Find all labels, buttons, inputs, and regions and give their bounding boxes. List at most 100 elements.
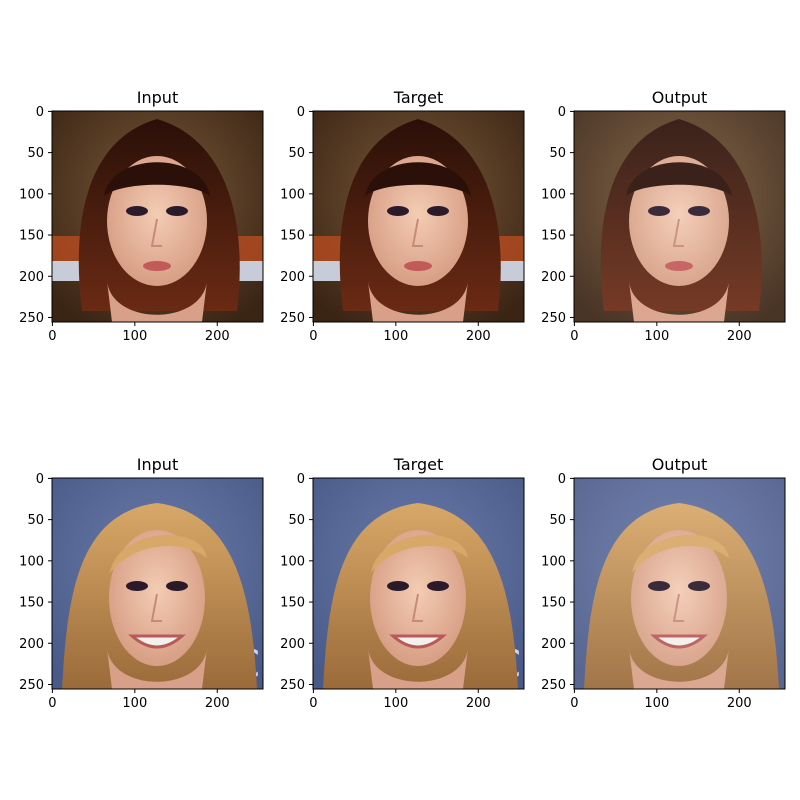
x-tick-label: 200: [466, 696, 491, 711]
y-tick-label: 50: [549, 146, 566, 161]
y-tick-label: 0: [297, 472, 305, 487]
panel-input-row2: InputC0501001502002500100200: [19, 455, 264, 711]
left-eye: [648, 581, 670, 591]
y-tick-label: 250: [541, 678, 566, 693]
x-tick-label: 0: [48, 696, 56, 711]
y-tick-label: 50: [288, 146, 305, 161]
x-tick-label: 200: [466, 329, 491, 344]
y-tick-label: 150: [541, 229, 566, 244]
portrait-image: [313, 111, 524, 322]
smile: [650, 634, 708, 649]
mouth: [665, 261, 693, 271]
x-tick-label: 100: [383, 329, 408, 344]
y-tick-label: 0: [558, 472, 566, 487]
x-tick-label: 200: [727, 329, 752, 344]
portrait-image: [574, 111, 785, 322]
x-tick-label: 100: [122, 329, 147, 344]
x-tick-label: 200: [205, 329, 230, 344]
left-eye: [387, 206, 409, 216]
portrait-image: [574, 478, 785, 689]
x-tick-label: 0: [570, 696, 578, 711]
left-eye: [126, 206, 148, 216]
panel-input-row1: Input 0 50 100 150 200 250 0 100 200: [19, 88, 264, 344]
axes-frame: [312, 477, 525, 690]
nose: [411, 218, 423, 247]
neck-shoulders: [629, 281, 729, 322]
bangs: [110, 535, 207, 573]
panel-target-row2: TargetC0501001502002500100200: [280, 455, 525, 711]
y-tick-label: 250: [19, 311, 44, 326]
x-tick-label: 100: [122, 696, 147, 711]
axes-frame: [573, 477, 786, 690]
y-tick-label: 200: [280, 637, 305, 652]
y-tick-label: 100: [280, 187, 305, 202]
y-tick-label: 150: [280, 229, 305, 244]
left-eye: [126, 581, 148, 591]
panel-output-row1: Output 0 50 100 150 200 250 0 100 200: [541, 88, 786, 344]
y-tick-label: 50: [549, 513, 566, 528]
y-tick-label: 50: [288, 513, 305, 528]
y-tick-label: 250: [280, 678, 305, 693]
left-eye: [387, 581, 409, 591]
axes-frame: [573, 110, 786, 323]
bangs: [371, 535, 468, 573]
nose: [150, 218, 162, 247]
y-tick-label: 100: [19, 554, 44, 569]
x-tick-label: 200: [727, 696, 752, 711]
nose: [411, 593, 423, 622]
panel-target-row1: Target 0 50 100 150 200 250 0 100 200: [280, 88, 525, 344]
neck-shoulders: [107, 281, 207, 322]
neck-shoulders: [368, 281, 468, 322]
panel-output-row2: Output 0 50 100 150 200 250 0 100 200: [541, 455, 786, 711]
portrait-image: C: [313, 478, 524, 689]
right-eye: [166, 581, 188, 591]
x-tick-label: 100: [644, 329, 669, 344]
right-eye: [688, 581, 710, 591]
nose: [672, 593, 684, 622]
y-tick-label: 150: [19, 596, 44, 611]
x-tick-label: 200: [205, 696, 230, 711]
y-tick-label: 0: [36, 472, 44, 487]
y-tick-label: 250: [19, 678, 44, 693]
neck-shoulders: [368, 648, 468, 689]
y-tick-label: 200: [541, 270, 566, 285]
bangs: [104, 162, 210, 196]
y-tick-label: 50: [27, 146, 44, 161]
x-tick-label: 0: [48, 329, 56, 344]
right-eye: [427, 581, 449, 591]
y-tick-label: 200: [19, 270, 44, 285]
panel-title: Input: [137, 88, 178, 107]
portrait-image: [52, 111, 263, 322]
y-tick-label: 250: [280, 311, 305, 326]
right-eye: [688, 206, 710, 216]
nose: [672, 218, 684, 247]
right-eye: [427, 206, 449, 216]
y-tick-label: 0: [297, 105, 305, 120]
x-tick-label: 0: [570, 329, 578, 344]
y-tick-label: 100: [19, 187, 44, 202]
panel-title: Input: [137, 455, 178, 474]
y-tick-label: 150: [541, 596, 566, 611]
generated-softening: [574, 111, 785, 322]
y-tick-label: 0: [558, 105, 566, 120]
axes-frame: [51, 110, 264, 323]
generated-softening: [574, 478, 785, 689]
axes-frame: [51, 477, 264, 690]
mouth: [404, 261, 432, 271]
y-tick-label: 0: [36, 105, 44, 120]
y-tick-label: 200: [541, 637, 566, 652]
y-tick-label: 100: [280, 554, 305, 569]
y-tick-label: 250: [541, 311, 566, 326]
panel-title: Target: [393, 88, 444, 107]
axes-frame: [312, 110, 525, 323]
panel-title: Output: [652, 455, 708, 474]
bangs: [632, 535, 729, 573]
y-tick-label: 200: [19, 637, 44, 652]
y-tick-label: 150: [19, 229, 44, 244]
x-tick-label: 100: [644, 696, 669, 711]
panel-title: Output: [652, 88, 708, 107]
bangs: [365, 162, 471, 196]
nose: [150, 593, 162, 622]
y-tick-label: 200: [280, 270, 305, 285]
